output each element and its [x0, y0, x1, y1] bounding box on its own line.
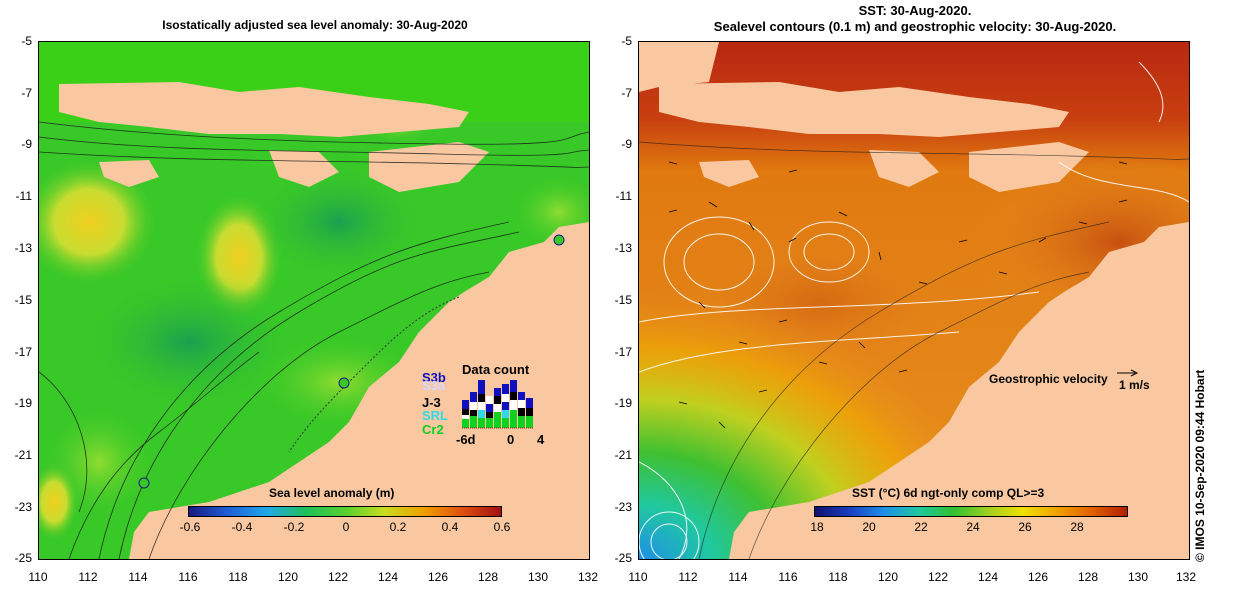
left-map-title: Isostatically adjusted sea level anomaly…: [162, 18, 468, 32]
left-x-tick: 114: [128, 570, 148, 584]
left-x-tick: 118: [228, 570, 248, 584]
right-x-tick: 118: [828, 570, 848, 584]
right-y-tick: -17: [614, 345, 632, 359]
left-y-tick: -19: [14, 396, 32, 410]
sst-map-canvas: [639, 42, 1189, 559]
satellite-s3b: S3b: [422, 370, 446, 385]
right-x-tick: 126: [1027, 570, 1049, 584]
right-x-tick: 116: [778, 570, 798, 584]
sla-map-canvas: [39, 42, 589, 559]
right-y-tick: -15: [614, 293, 632, 307]
sst-colorbar-tick: 24: [966, 520, 980, 534]
velocity-legend-scale: 1 m/s: [1119, 378, 1150, 392]
left-x-tick: 112: [78, 570, 98, 584]
left-y-tick: -17: [14, 345, 32, 359]
right-y-tick: -9: [621, 137, 632, 151]
satellite-s3a: S3a: [422, 378, 446, 393]
imos-credit: © IMOS 10-Sep-2020 09:44 Hobart: [1193, 369, 1207, 562]
left-y-tick: -15: [14, 293, 32, 307]
left-y-tick: -11: [15, 189, 32, 203]
right-x-tick: 122: [927, 570, 949, 584]
left-y-tick: -5: [21, 34, 32, 48]
right-x-tick: 110: [628, 570, 648, 584]
right-x-tick: 112: [678, 570, 698, 584]
right-x-tick: 132: [1175, 570, 1197, 584]
sla-colorbar: [188, 506, 502, 517]
data-count-bars: [462, 380, 534, 429]
left-x-tick: 128: [477, 570, 499, 584]
satellite-j3: J-3: [422, 395, 441, 410]
right-map-title-line2: Sealevel contours (0.1 m) and geostrophi…: [713, 19, 1117, 34]
sla-colorbar-tick: -0.4: [231, 520, 253, 534]
left-x-tick: 130: [527, 570, 549, 584]
sla-colorbar-tick: 0.6: [493, 520, 511, 534]
left-x-tick: 124: [377, 570, 399, 584]
data-count-xtick: 0: [507, 432, 515, 447]
right-map-title-line1: SST: 30-Aug-2020.: [858, 3, 972, 18]
right-x-tick: 128: [1077, 570, 1099, 584]
left-x-tick: 132: [577, 570, 599, 584]
sst-colorbar-tick: 22: [914, 520, 928, 534]
right-x-tick: 114: [728, 570, 748, 584]
satellite-srl: SRL: [422, 408, 448, 423]
left-x-tick: 122: [327, 570, 349, 584]
left-y-tick: -25: [14, 551, 32, 565]
sst-colorbar-tick: 28: [1070, 520, 1084, 534]
right-x-tick: 124: [977, 570, 999, 584]
sla-colorbar-label: Sea level anomaly (m): [269, 486, 395, 500]
sst-colorbar-tick: 18: [810, 520, 824, 534]
right-y-tick: -19: [614, 396, 632, 410]
data-count-inset: Data count S3b S3a J-3 SRL Cr2 -6d 0 4: [420, 362, 550, 452]
data-count-title: Data count: [462, 362, 530, 377]
left-y-tick: -9: [21, 137, 32, 151]
velocity-arrows: [668, 161, 1128, 429]
velocity-legend-label: Geostrophic velocity: [989, 372, 1108, 386]
left-y-tick: -7: [21, 86, 32, 100]
left-x-tick: 126: [427, 570, 449, 584]
sla-colorbar-tick: -0.6: [179, 520, 201, 534]
sla-colorbar-tick: 0: [342, 520, 350, 534]
velocity-arrow-icon: [1117, 369, 1139, 377]
right-y-tick: -5: [621, 34, 632, 48]
right-y-tick: -13: [614, 241, 632, 255]
right-x-tick: 130: [1127, 570, 1149, 584]
sst-colorbar: [814, 506, 1128, 517]
sst-colorbar-tick: 20: [862, 520, 876, 534]
right-y-tick: -7: [621, 86, 632, 100]
right-y-tick: -25: [614, 551, 632, 565]
sst-map[interactable]: Geostrophic velocity 1 m/s: [638, 41, 1190, 560]
sla-colorbar-tick: -0.2: [283, 520, 305, 534]
left-x-tick: 116: [178, 570, 198, 584]
left-y-tick: -23: [14, 500, 32, 514]
left-y-tick: -21: [14, 448, 32, 462]
right-x-tick: 120: [877, 570, 899, 584]
left-x-tick: 110: [28, 570, 48, 584]
data-count-xtick: 4: [537, 432, 545, 447]
sla-colorbar-tick: 0.2: [389, 520, 407, 534]
sst-colorbar-label: SST (°C) 6d ngt-only comp QL>=3: [852, 486, 1045, 500]
sst-colorbar-tick: 26: [1018, 520, 1032, 534]
left-x-tick: 120: [277, 570, 299, 584]
data-count-xtick: -6d: [456, 432, 476, 447]
satellite-cr2: Cr2: [422, 422, 444, 437]
left-y-tick: -13: [14, 241, 32, 255]
right-y-tick: -21: [614, 448, 632, 462]
right-y-tick: -11: [615, 189, 632, 203]
right-y-tick: -23: [614, 500, 632, 514]
sla-colorbar-tick: 0.4: [441, 520, 459, 534]
sla-map[interactable]: [38, 41, 590, 560]
